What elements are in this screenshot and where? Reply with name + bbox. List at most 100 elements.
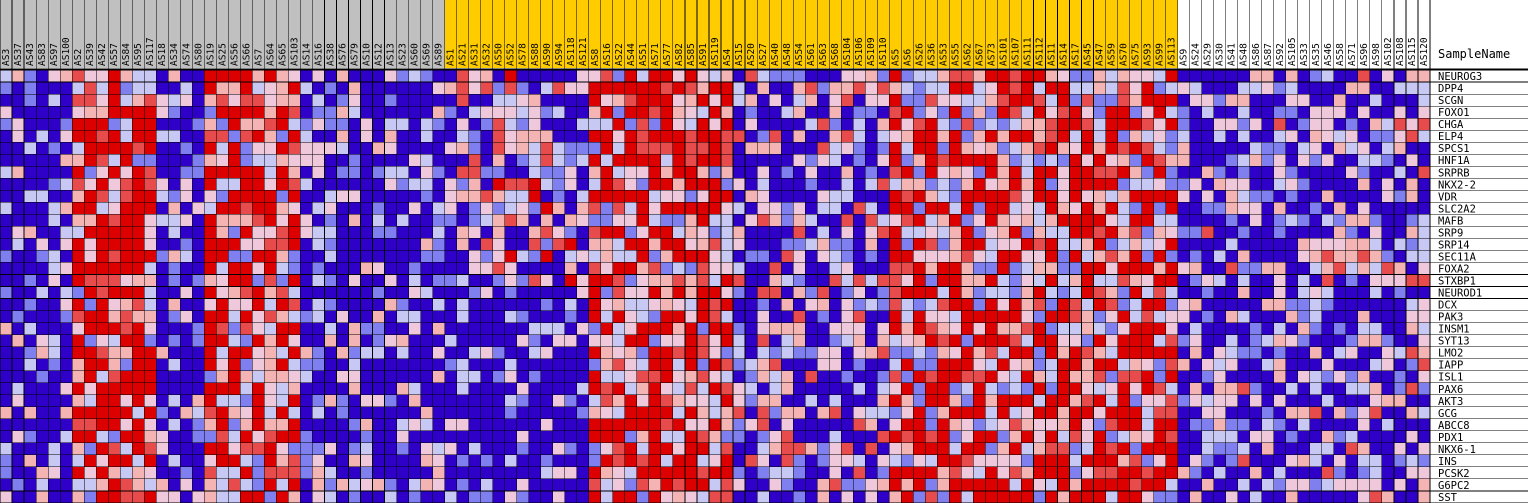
heatmap-cell xyxy=(348,478,362,492)
heatmap-cell xyxy=(961,334,974,348)
heatmap-cell xyxy=(228,190,241,203)
heatmap-cell xyxy=(336,298,349,312)
heatmap-cell xyxy=(288,178,301,191)
heatmap-cell xyxy=(228,202,241,215)
heatmap-cell xyxy=(684,250,698,263)
heatmap-cell xyxy=(877,394,890,408)
heatmap-cell xyxy=(420,346,434,360)
heatmap-cell xyxy=(1297,310,1311,324)
heatmap-cell xyxy=(817,166,830,179)
heatmap-cell xyxy=(1237,262,1251,275)
heatmap-cell xyxy=(1021,202,1034,215)
heatmap-cell xyxy=(1333,322,1347,336)
heatmap-cell xyxy=(865,334,878,348)
heatmap-cell xyxy=(552,382,566,396)
heatmap-cell xyxy=(312,322,325,336)
heatmap-cell xyxy=(1213,334,1227,348)
column-header-cell xyxy=(1417,0,1431,68)
heatmap-cell xyxy=(12,418,25,432)
column-header-cell xyxy=(348,0,362,68)
heatmap-cell xyxy=(480,430,494,444)
heatmap-cell xyxy=(600,238,614,251)
heatmap-cell xyxy=(1093,118,1107,131)
heatmap-cell xyxy=(624,154,638,167)
heatmap-cell xyxy=(1021,478,1034,492)
heatmap-cell xyxy=(504,142,518,155)
heatmap-cell xyxy=(1129,214,1143,227)
heatmap-cell xyxy=(1057,466,1070,480)
heatmap-cell xyxy=(480,442,494,456)
heatmap-cell xyxy=(132,214,145,227)
heatmap-cell xyxy=(1357,346,1371,360)
heatmap-cell xyxy=(396,298,410,312)
heatmap-cell xyxy=(348,442,362,456)
heatmap-cell xyxy=(817,394,830,408)
heatmap-cell xyxy=(1213,478,1227,492)
column-header-cell xyxy=(144,0,157,68)
heatmap-cell xyxy=(396,178,410,191)
heatmap-cell xyxy=(612,322,626,336)
heatmap-cell xyxy=(949,106,962,119)
column-header-cell xyxy=(360,0,374,68)
heatmap-cell xyxy=(853,466,866,480)
heatmap-cell xyxy=(672,310,686,324)
heatmap-cell xyxy=(564,190,578,203)
heatmap-cell xyxy=(937,178,950,191)
heatmap-cell xyxy=(408,286,422,300)
heatmap-cell xyxy=(432,406,446,420)
heatmap-cell xyxy=(204,382,217,396)
heatmap-cell xyxy=(1045,166,1058,179)
heatmap-cell xyxy=(721,442,734,456)
heatmap-cell xyxy=(805,178,818,191)
heatmap-cell xyxy=(480,214,494,227)
heatmap-cell xyxy=(276,250,289,263)
heatmap-cell xyxy=(901,322,914,336)
heatmap-cell xyxy=(396,250,410,263)
column-header-cell xyxy=(1057,0,1071,68)
heatmap-cell xyxy=(1333,442,1347,456)
heatmap-cell xyxy=(576,310,590,324)
heatmap-cell xyxy=(48,454,61,468)
heatmap-cell xyxy=(360,178,374,191)
heatmap-cell xyxy=(540,166,554,179)
heatmap-cell xyxy=(961,478,974,492)
heatmap-cell xyxy=(781,370,794,384)
heatmap-cell xyxy=(360,190,374,203)
heatmap-cell xyxy=(853,166,866,179)
heatmap-cell xyxy=(492,214,506,227)
heatmap-cell xyxy=(36,142,49,155)
heatmap-cell xyxy=(216,358,229,372)
heatmap-cell xyxy=(156,298,169,312)
heatmap-cell xyxy=(1249,322,1263,336)
heatmap-cell xyxy=(1057,442,1070,456)
heatmap-cell xyxy=(973,430,986,444)
heatmap-cell xyxy=(72,298,85,312)
heatmap-cell xyxy=(288,310,301,324)
heatmap-cell xyxy=(769,118,782,131)
heatmap-cell xyxy=(1309,178,1323,191)
heatmap-cell xyxy=(696,490,710,503)
heatmap-cell xyxy=(1105,322,1119,336)
heatmap-cell xyxy=(564,286,578,300)
heatmap-cell xyxy=(1237,250,1251,263)
heatmap-cell xyxy=(348,418,362,432)
heatmap-cell xyxy=(180,106,193,119)
heatmap-cell xyxy=(24,394,37,408)
heatmap-cell xyxy=(684,310,698,324)
heatmap-cell xyxy=(144,214,157,227)
heatmap-cell xyxy=(588,382,602,396)
heatmap-cell xyxy=(1273,202,1287,215)
heatmap-cell xyxy=(612,178,626,191)
heatmap-cell xyxy=(480,286,494,300)
heatmap-cell xyxy=(348,82,362,95)
heatmap-cell xyxy=(1045,118,1058,131)
heatmap-cell xyxy=(1117,274,1131,287)
heatmap-cell xyxy=(672,178,686,191)
heatmap-cell xyxy=(360,370,374,384)
heatmap-cell xyxy=(733,370,746,384)
heatmap-cell xyxy=(973,202,986,215)
heatmap-cell xyxy=(793,466,806,480)
heatmap-cell xyxy=(528,82,542,95)
heatmap-cell xyxy=(997,238,1010,251)
heatmap-cell xyxy=(1225,106,1239,119)
